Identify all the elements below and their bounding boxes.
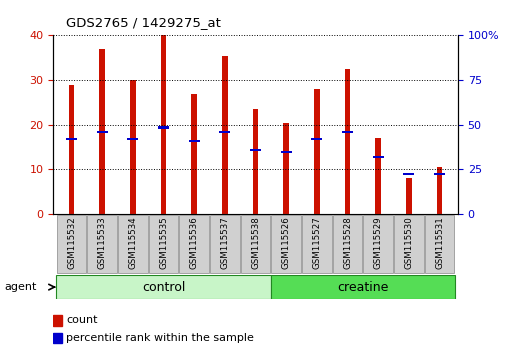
Bar [158,126,169,129]
Bar [210,215,239,273]
Bar [96,131,108,133]
Bar [57,215,86,273]
Text: control: control [141,281,185,293]
Bar [363,215,392,273]
Bar [252,109,258,214]
Text: GSM115529: GSM115529 [373,217,382,269]
Text: GSM115534: GSM115534 [128,217,137,269]
Bar [283,122,288,214]
Text: GSM115532: GSM115532 [67,217,76,269]
Bar [372,156,383,158]
Text: GDS2765 / 1429275_at: GDS2765 / 1429275_at [66,16,220,29]
Bar [99,49,105,214]
Bar [69,85,74,214]
Bar [433,173,444,175]
Text: GSM115535: GSM115535 [159,217,168,269]
Bar [53,333,62,343]
Bar [301,215,331,273]
Bar [222,56,227,214]
Bar [436,167,441,214]
Text: count: count [66,315,97,325]
Bar [406,178,411,214]
Text: GSM115526: GSM115526 [281,217,290,269]
Text: GSM115536: GSM115536 [189,217,198,269]
Bar [332,215,362,273]
Bar [249,149,261,151]
Text: GSM115528: GSM115528 [342,217,351,269]
Text: GSM115531: GSM115531 [434,217,443,269]
Bar [130,80,135,214]
Bar [161,35,166,214]
Bar [66,138,77,140]
Text: agent: agent [4,282,36,292]
Bar [188,140,199,142]
Bar [148,215,178,273]
Bar [402,173,414,175]
Bar [393,215,423,273]
Bar [118,215,147,273]
Bar [219,131,230,133]
Bar [191,93,196,214]
Bar [179,215,209,273]
Text: GSM115537: GSM115537 [220,217,229,269]
Text: GSM115538: GSM115538 [250,217,260,269]
Bar [56,275,270,299]
Bar [240,215,270,273]
Bar [344,69,349,214]
Bar [271,215,300,273]
Text: GSM115530: GSM115530 [403,217,413,269]
Bar [311,138,322,140]
Bar [375,138,380,214]
Bar [87,215,117,273]
Text: GSM115533: GSM115533 [97,217,107,269]
Text: creatine: creatine [336,281,388,293]
Text: GSM115527: GSM115527 [312,217,321,269]
Bar [127,138,138,140]
Bar [53,315,62,326]
Bar [424,215,453,273]
Text: percentile rank within the sample: percentile rank within the sample [66,333,254,343]
Bar [314,89,319,214]
Bar [341,131,352,133]
Bar [270,275,454,299]
Bar [280,150,291,153]
